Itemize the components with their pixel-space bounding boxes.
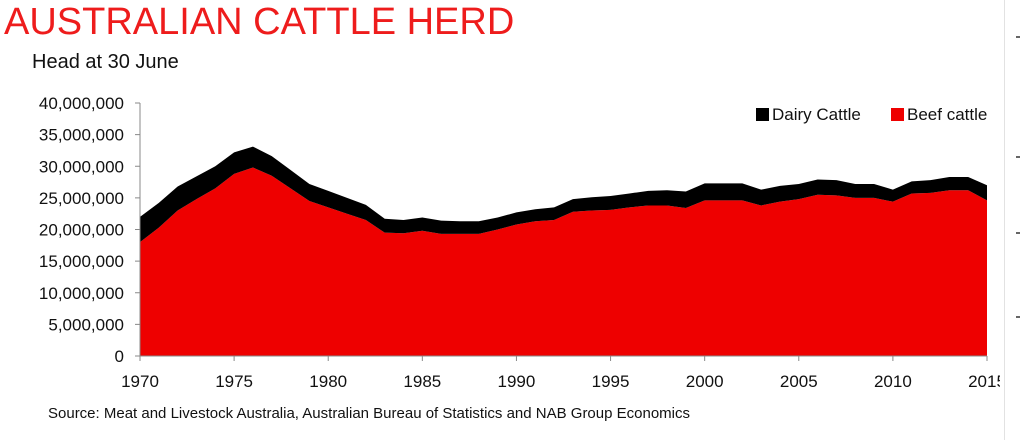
adjacent-panel-edge	[1004, 0, 1024, 440]
edge-mark	[1016, 156, 1020, 158]
x-tick-label: 2015	[968, 372, 1000, 391]
y-tick-label: 10,000,000	[39, 284, 124, 303]
y-tick-label: 25,000,000	[39, 189, 124, 208]
edge-mark	[1016, 316, 1020, 318]
source-note: Source: Meat and Livestock Australia, Au…	[48, 405, 690, 422]
chart-axes: 0 5,000,000 10,000,000 15,000,000 20,000,000…	[39, 94, 1000, 391]
series-area-dairy-cattle	[140, 146, 987, 243]
x-tick-label: 2000	[686, 372, 724, 391]
y-tick-label: 40,000,000	[39, 94, 124, 113]
x-tick-label: 1990	[498, 372, 536, 391]
cattle-herd-chart: 0 5,000,000 10,000,000 15,000,000 20,000,000…	[39, 94, 1000, 391]
x-tick-label: 1985	[403, 372, 441, 391]
legend-label: Dairy Cattle	[772, 105, 861, 124]
x-tick-label: 1970	[121, 372, 159, 391]
y-tick-label: 35,000,000	[39, 126, 124, 145]
y-tick-label: 0	[115, 347, 124, 366]
y-tick-label: 15,000,000	[39, 252, 124, 271]
chart-subtitle: Head at 30 June	[32, 51, 179, 73]
legend-swatch-dairy-cattle	[756, 108, 769, 121]
x-tick-label: 1980	[309, 372, 347, 391]
edge-mark	[1016, 36, 1020, 38]
series-area-beef-cattle	[140, 167, 987, 356]
page-title: AUSTRALIAN CATTLE HERD	[4, 1, 515, 43]
y-tick-label: 30,000,000	[39, 157, 124, 176]
chart-areas	[140, 146, 987, 356]
y-tick-label: 20,000,000	[39, 221, 124, 240]
edge-mark	[1016, 232, 1020, 234]
x-tick-label: 1995	[592, 372, 630, 391]
legend-label: Beef cattle	[907, 105, 987, 124]
chart-legend: Dairy Cattle Beef cattle	[756, 105, 987, 124]
legend-swatch-beef-cattle	[891, 108, 904, 121]
x-tick-label: 2010	[874, 372, 912, 391]
x-tick-label: 2005	[780, 372, 818, 391]
y-tick-label: 5,000,000	[48, 315, 124, 334]
x-tick-label: 1975	[215, 372, 253, 391]
